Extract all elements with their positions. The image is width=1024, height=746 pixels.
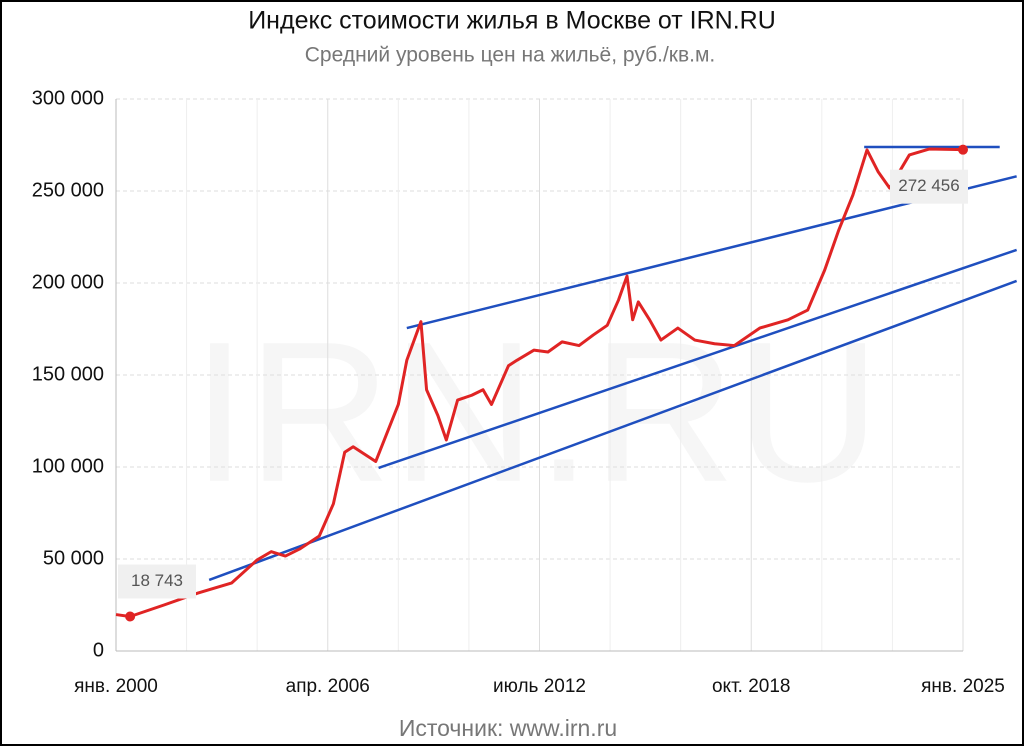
chart-title: Индекс стоимости жилья в Москве от IRN.R… [248, 7, 776, 35]
label-box [890, 169, 968, 204]
value-label: 18 743 [131, 571, 183, 590]
point-marker [125, 611, 136, 622]
x-tick-label: апр. 2006 [286, 676, 370, 697]
value-label: 272 456 [898, 176, 959, 195]
watermark: IRN.RU [192, 301, 881, 524]
point-marker [958, 144, 968, 155]
x-tick-label: янв. 2025 [921, 676, 1005, 697]
trend-line [208, 279, 1018, 582]
y-tick-label: 250 000 [32, 179, 104, 201]
x-tick-label: окт. 2018 [712, 676, 791, 697]
x-tick-label: янв. 2000 [74, 676, 158, 697]
y-tick-label: 0 [93, 639, 104, 661]
chart-subtitle: Средний уровень цен на жильё, руб./кв.м. [305, 44, 715, 67]
label-box [118, 564, 196, 599]
source: Источник: www.irn.ru [399, 715, 617, 741]
y-tick-label: 300 000 [32, 87, 104, 109]
y-tick-label: 50 000 [43, 547, 104, 569]
y-tick-label: 100 000 [32, 455, 104, 477]
data-line [115, 147, 964, 619]
trend-line [378, 248, 1018, 470]
x-tick-label: июль 2012 [493, 676, 586, 697]
y-tick-label: 200 000 [32, 271, 104, 293]
y-tick-label: 150 000 [32, 363, 104, 385]
